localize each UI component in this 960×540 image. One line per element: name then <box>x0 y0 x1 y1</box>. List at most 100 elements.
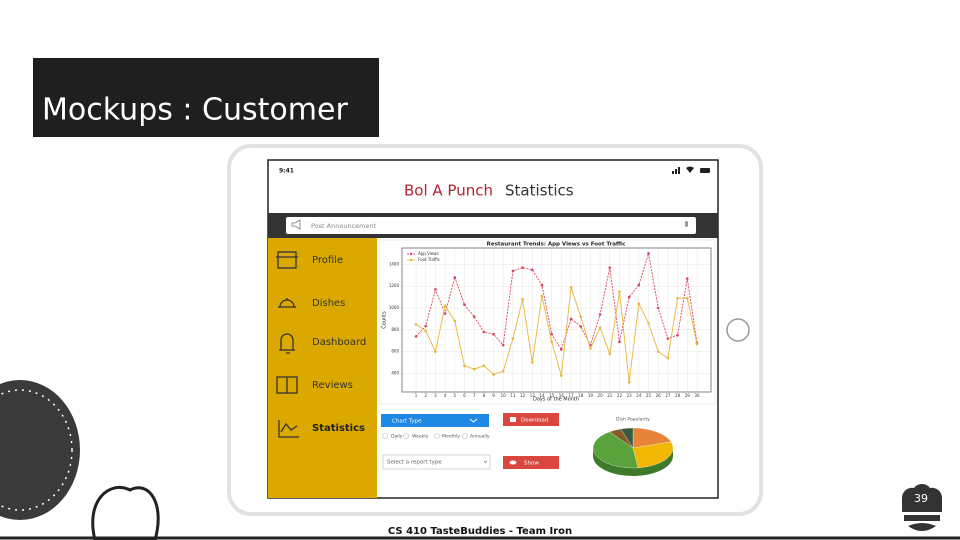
x-tick-label: 4 <box>444 393 447 398</box>
x-tick-label: 8 <box>483 393 486 398</box>
decor-burger <box>0 380 80 520</box>
nav-item[interactable]: Profile <box>312 255 343 266</box>
megaphone-icon <box>291 219 301 230</box>
nav-item[interactable]: Reviews <box>312 380 353 391</box>
data-point <box>695 342 699 346</box>
data-point <box>482 330 486 334</box>
y-tick-label: 1200 <box>389 283 400 288</box>
data-point <box>550 332 553 336</box>
x-tick-label: 21 <box>607 393 613 398</box>
radio-buttons[interactable] <box>382 433 468 439</box>
legend-label: Foot Traffic <box>418 257 440 262</box>
data-point <box>472 315 476 319</box>
data-point <box>618 290 621 293</box>
data-point <box>424 324 428 328</box>
data-point <box>685 296 689 300</box>
report-select[interactable] <box>382 454 491 470</box>
download-label: Download <box>521 418 548 424</box>
nav-item[interactable]: Statistics <box>312 423 365 434</box>
y-tick-label: 400 <box>391 370 399 375</box>
slide-title: Mockups : Customer <box>42 93 348 128</box>
data-point <box>482 364 486 368</box>
data-point <box>472 367 476 371</box>
data-point <box>608 266 612 269</box>
mic-icon[interactable] <box>685 221 688 227</box>
data-point <box>521 297 524 301</box>
select-chevron <box>483 460 488 463</box>
x-tick-label: 11 <box>510 393 516 398</box>
radio-label[interactable]: Daily <box>391 434 403 440</box>
nav-item[interactable]: Dishes <box>312 298 345 309</box>
download-button[interactable] <box>503 413 559 426</box>
data-point <box>511 337 515 340</box>
data-point <box>501 369 505 373</box>
pie-chart <box>592 427 674 476</box>
x-tick-label: 24 <box>636 393 642 398</box>
radio-label[interactable]: Weekly <box>412 434 429 440</box>
data-point <box>647 321 650 325</box>
data-point <box>598 313 602 316</box>
pie-slice <box>620 427 634 449</box>
pie-slice <box>632 441 674 468</box>
data-point <box>666 337 670 340</box>
data-point <box>608 352 612 356</box>
data-point <box>569 317 573 321</box>
data-point <box>521 266 524 269</box>
x-tick-label: 9 <box>492 393 495 398</box>
chart-type-dropdown[interactable] <box>381 414 489 427</box>
data-point <box>492 332 495 336</box>
data-point <box>579 315 583 319</box>
data-point <box>666 356 670 360</box>
x-tick-label: 12 <box>520 393 526 398</box>
home-button[interactable] <box>726 318 750 342</box>
series-line <box>415 287 698 383</box>
show-button[interactable] <box>503 456 559 469</box>
brand: Bol A Punch <box>404 182 493 200</box>
chef-icon <box>901 484 943 531</box>
eye-icon <box>509 460 517 465</box>
data-point <box>453 319 457 323</box>
x-tick-label: 22 <box>617 393 623 398</box>
x-tick-label: 30 <box>694 393 700 398</box>
status-time: 9:41 <box>279 168 294 175</box>
data-point <box>618 340 621 344</box>
x-tick-label: 25 <box>646 393 652 398</box>
x-tick-label: 2 <box>424 393 427 398</box>
title-box <box>33 58 379 137</box>
download-icon <box>510 417 516 422</box>
pie-slice <box>632 427 672 449</box>
chart-type-label: Chart Type <box>392 419 422 425</box>
x-tick-label: 23 <box>627 393 633 398</box>
x-tick-label: 1 <box>415 393 418 398</box>
x-tick-label: 19 <box>588 393 594 398</box>
search-placeholder: Post Announcement <box>311 222 377 230</box>
page-title: Statistics <box>505 182 574 200</box>
x-tick-label: 16 <box>559 393 565 398</box>
y-tick-label: 1000 <box>389 305 400 310</box>
data-point <box>414 335 418 338</box>
status-icons <box>672 166 710 174</box>
radio-label[interactable]: Annually <box>470 434 490 440</box>
data-point <box>589 347 592 350</box>
data-point <box>569 285 573 289</box>
x-tick-label: 10 <box>501 393 507 398</box>
x-tick-label: 14 <box>539 393 545 398</box>
page-number: 39 <box>914 492 928 505</box>
x-tick-label: 27 <box>665 393 671 398</box>
x-tick-label: 15 <box>549 393 555 398</box>
y-axis-label: Counts <box>382 311 388 329</box>
x-tick-label: 6 <box>463 393 466 398</box>
x-tick-label: 5 <box>454 393 457 398</box>
data-point <box>637 283 641 287</box>
data-point <box>579 325 583 328</box>
data-point <box>560 348 563 351</box>
nav-item[interactable]: Dashboard <box>312 337 366 348</box>
radio-label[interactable]: Monthly <box>442 434 460 440</box>
data-point <box>434 350 437 353</box>
data-point <box>656 306 660 310</box>
decor-pepper <box>91 486 160 540</box>
data-point <box>647 252 650 255</box>
search-input[interactable] <box>286 217 696 234</box>
data-point <box>627 380 631 384</box>
